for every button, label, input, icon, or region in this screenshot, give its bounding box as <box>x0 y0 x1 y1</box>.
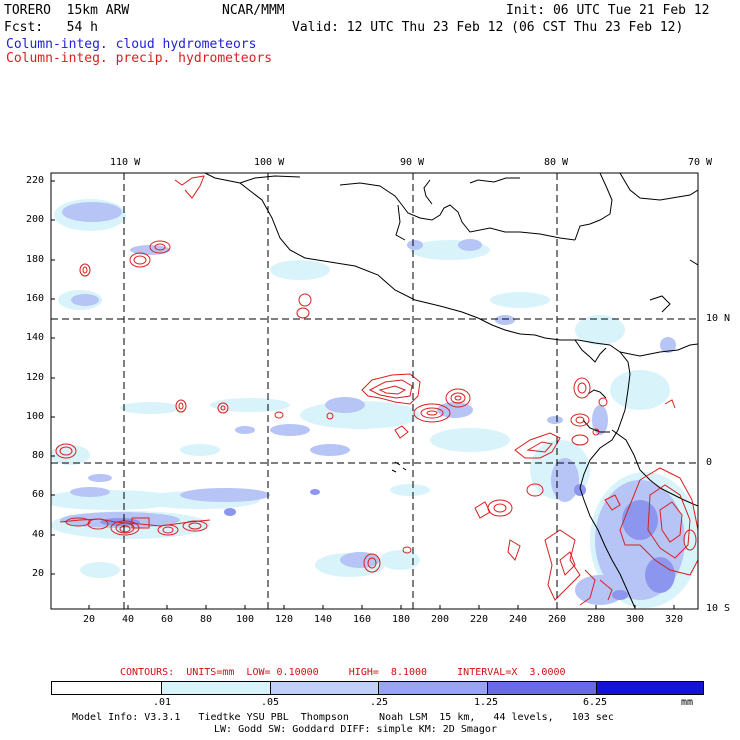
colorbar-label: .05 <box>261 697 280 708</box>
org-label: NCAR/MMM <box>222 3 285 18</box>
x-tick-label: 140 <box>314 614 333 625</box>
colorbar-units: mm <box>681 697 694 708</box>
y-tick-label: 80 <box>32 450 45 461</box>
x-tick-label: 60 <box>161 614 174 625</box>
x-tick-label: 200 <box>431 614 450 625</box>
lon-label-100w: 100 W <box>254 157 285 168</box>
x-tick-label: 100 <box>236 614 255 625</box>
model-info: Model Info: V3.3.1 Tiedtke YSU PBL Thomp… <box>72 712 614 723</box>
x-tick-label: 220 <box>470 614 489 625</box>
legend-cloud: Column-integ. cloud hydrometeors <box>6 37 257 52</box>
lon-label-70w: 70 W <box>688 157 713 168</box>
plot-frame <box>50 172 699 610</box>
graticule <box>51 173 698 609</box>
y-ticks <box>51 180 55 575</box>
colorbar-segment <box>488 682 598 694</box>
colorbar-label: 1.25 <box>474 697 499 708</box>
physics-info: LW: Godd SW: Goddard DIFF: simple KM: 2D… <box>214 724 497 735</box>
y-tick-label: 60 <box>32 489 45 500</box>
colorbar-label: .01 <box>153 697 172 708</box>
coastlines <box>204 173 698 609</box>
y-tick-label: 180 <box>26 254 45 265</box>
y-tick-label: 20 <box>32 568 45 579</box>
x-tick-label: 240 <box>509 614 528 625</box>
cloud-field <box>51 199 698 608</box>
x-tick-label: 40 <box>122 614 135 625</box>
x-tick-label: 320 <box>665 614 684 625</box>
lon-label-90w: 90 W <box>400 157 425 168</box>
colorbar-label: .25 <box>370 697 389 708</box>
colorbar-segment <box>52 682 162 694</box>
model-title: TORERO 15km ARW <box>4 3 130 18</box>
contour-info: CONTOURS: UNITS=mm LOW= 0.10000 HIGH= 8.… <box>120 667 566 678</box>
y-tick-label: 160 <box>26 293 45 304</box>
colorbar-segment <box>379 682 489 694</box>
lon-label-110w: 110 W <box>110 157 141 168</box>
colorbar-segment <box>597 682 703 694</box>
y-tick-label: 140 <box>26 332 45 343</box>
colorbar-segment <box>161 682 271 694</box>
x-tick-label: 180 <box>392 614 411 625</box>
x-tick-label: 120 <box>275 614 294 625</box>
x-tick-label: 300 <box>626 614 645 625</box>
y-tick-label: 200 <box>26 214 45 225</box>
y-tick-label: 40 <box>32 529 45 540</box>
lat-label-10s: 10 S <box>706 603 731 614</box>
x-tick-label: 280 <box>587 614 606 625</box>
legend-precip: Column-integ. precip. hydrometeors <box>6 51 273 66</box>
lat-label-10n: 10 N <box>706 313 731 324</box>
y-tick-label: 120 <box>26 372 45 383</box>
y-tick-label: 220 <box>26 175 45 186</box>
init-time: Init: 06 UTC Tue 21 Feb 12 <box>506 3 710 18</box>
precip-contours <box>55 175 698 606</box>
lon-label-80w: 80 W <box>544 157 569 168</box>
x-tick-label: 260 <box>548 614 567 625</box>
x-ticks <box>88 605 675 609</box>
colorbar <box>51 681 704 695</box>
y-tick-label: 100 <box>26 411 45 422</box>
x-tick-label: 80 <box>200 614 213 625</box>
valid-time: Valid: 12 UTC Thu 23 Feb 12 (06 CST Thu … <box>292 20 684 35</box>
x-tick-label: 160 <box>353 614 372 625</box>
colorbar-label: 6.25 <box>583 697 608 708</box>
forecast-hour: Fcst: 54 h <box>4 20 98 35</box>
lat-label-0: 0 <box>706 457 713 468</box>
x-tick-label: 20 <box>83 614 96 625</box>
colorbar-segment <box>270 682 380 694</box>
